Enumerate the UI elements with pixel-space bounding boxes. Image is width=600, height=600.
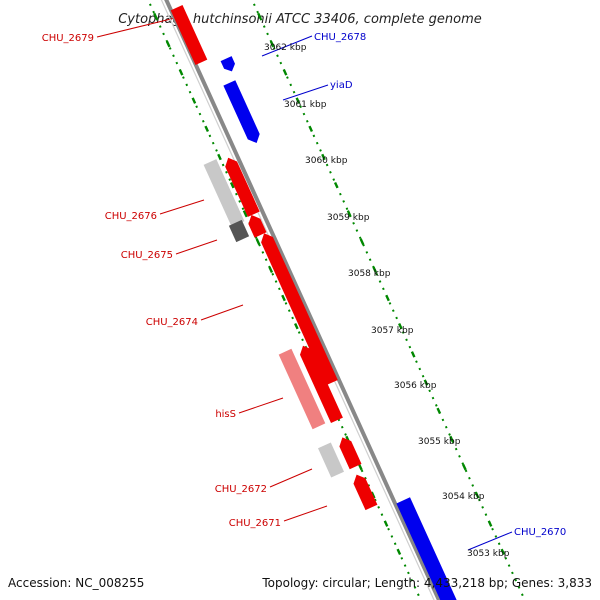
gene-label-CHU_2671: CHU_2671 [229,518,281,529]
inner-ruler-tick [178,69,184,76]
inner-ruler-tick [229,181,235,189]
ruler-tick-label: 3062 kbp [264,43,307,53]
outer-ruler-tick [474,492,480,499]
inner-ruler-tick [294,322,299,330]
inner-ruler-tick [217,153,222,161]
gene-label-yiaD: yiaD [330,80,353,91]
gene-CHU_2672 [339,437,362,470]
feature-light-hisS [278,348,326,430]
gene-CHU_2670 [396,497,457,600]
inner-ruler-tick [358,463,363,471]
inner-ruler-tick [191,97,197,104]
gene-CHU_2674 [261,233,338,386]
outer-ruler-tick [423,379,429,386]
feature-dark-CHU_2675 [228,219,250,243]
gene-label-leader [159,199,205,215]
outer-ruler-tick [333,181,339,189]
outer-ruler-tick [449,435,454,443]
gene-label-CHU_2670: CHU_2670 [514,527,566,538]
gene-label-leader [261,35,313,57]
outer-ruler-tick [398,322,403,330]
outer-ruler-tick [321,153,326,161]
gene-label-leader [200,304,244,321]
gene-label-leader [175,239,218,255]
genome-backbone [164,0,442,600]
outer-ruler-tick [487,520,493,527]
ruler-tick-label: 3061 kbp [284,100,327,110]
gene-CHU_2671 [353,474,378,511]
inner-ruler-tick [281,294,286,302]
ruler-tick-label: 3057 kbp [371,326,414,336]
gene-label-leader [96,17,176,38]
feature-gray-CHU_2676 [203,159,245,227]
inner-ruler-tick [383,520,389,527]
outer-ruler-tick [372,266,378,274]
ruler-tick-label: 3053 kbp [467,549,510,559]
outer-ruler-tick [385,294,390,302]
outer-ruler-tick [410,351,416,358]
gene-label-CHU_2674: CHU_2674 [146,317,198,328]
ruler-tick-label: 3060 kbp [305,156,348,166]
gene-hisS [300,345,343,423]
ruler-tick-label: 3055 kbp [418,437,461,447]
gene-CHU_2675 [248,215,267,238]
gene-label-leader [283,505,328,522]
gene-CHU_2678 [220,56,235,72]
inner-ruler-tick [268,266,274,274]
ruler-tick-label: 3059 kbp [327,213,370,223]
outer-ruler-tick [346,210,352,217]
inner-ruler-tick [165,40,171,48]
outer-ruler-tick [269,40,275,48]
gene-label-CHU_2678: CHU_2678 [314,32,366,43]
outer-ruler-tick [500,548,506,556]
outer-ruler-tick [359,238,365,245]
outer-ruler-tick [308,125,314,133]
outer-ruler-tick [257,12,262,20]
gene-label-CHU_2675: CHU_2675 [121,250,173,261]
inner-ruler-tick [396,548,402,556]
feature-gray-CHU_2672 [318,442,344,478]
map-title: Cytophaga hutchinsonii ATCC 33406, compl… [118,12,482,27]
inner-ruler-tick [255,238,261,245]
gene-label-leader [467,531,513,551]
inner-ruler-tick [204,125,210,133]
inner-ruler-tick [370,492,376,499]
gene-label-hisS: hisS [215,409,236,420]
gene-yiaD [223,80,260,143]
inner-ruler-tick [242,210,248,217]
inner-ruler-tick [153,12,158,20]
gene-label-leader [269,468,313,488]
gene-CHU_2679 [170,5,208,65]
outer-ruler-tick [295,97,301,104]
ruler-tick-label: 3058 kbp [348,269,391,279]
gene-label-CHU_2672: CHU_2672 [215,484,267,495]
genome-summary: Topology: circular; Length: 4,433,218 bp… [262,576,592,590]
accession-label: Accession: NC_008255 [8,576,145,590]
outer-ruler-tick [436,407,442,415]
outer-ruler-tick [462,463,467,471]
gene-CHU_2676 [225,157,260,217]
gene-label-CHU_2679: CHU_2679 [42,33,94,44]
gene-label-CHU_2676: CHU_2676 [105,211,157,222]
outer-ruler-tick [282,69,288,76]
gene-label-leader [238,397,284,414]
ruler-tick-label: 3056 kbp [394,381,437,391]
ruler-tick-label: 3054 kbp [442,492,485,502]
gene-label-leader [282,84,329,101]
